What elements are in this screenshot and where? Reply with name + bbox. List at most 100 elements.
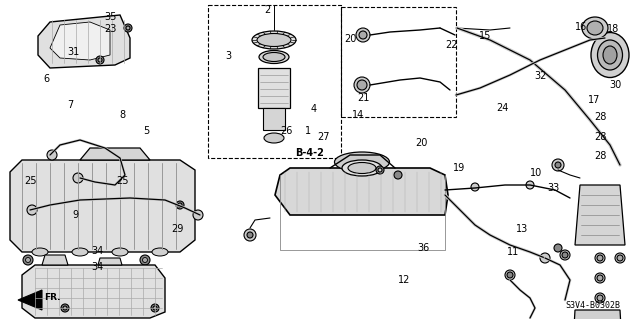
Text: 12: 12 xyxy=(398,275,411,285)
Ellipse shape xyxy=(112,248,128,256)
Circle shape xyxy=(617,255,623,261)
Text: 34: 34 xyxy=(91,262,104,272)
Text: 28: 28 xyxy=(594,112,607,122)
Circle shape xyxy=(244,229,256,241)
Text: 28: 28 xyxy=(594,131,607,142)
Ellipse shape xyxy=(603,46,617,64)
Text: 19: 19 xyxy=(453,163,466,174)
Ellipse shape xyxy=(257,33,291,47)
Circle shape xyxy=(595,253,605,263)
Text: 29: 29 xyxy=(172,224,184,234)
Polygon shape xyxy=(575,185,625,245)
Ellipse shape xyxy=(335,152,390,172)
Ellipse shape xyxy=(152,248,168,256)
Text: 32: 32 xyxy=(534,71,547,81)
Ellipse shape xyxy=(263,53,285,62)
Circle shape xyxy=(193,210,203,220)
Text: 8: 8 xyxy=(120,110,126,120)
Text: 13: 13 xyxy=(516,224,529,234)
Circle shape xyxy=(505,270,515,280)
Text: 1: 1 xyxy=(305,126,312,137)
Bar xyxy=(208,5,341,158)
Circle shape xyxy=(507,272,513,278)
Circle shape xyxy=(597,275,603,281)
Text: B-4-2: B-4-2 xyxy=(296,148,324,158)
Text: 10: 10 xyxy=(530,168,543,178)
Text: 28: 28 xyxy=(594,151,607,161)
Text: 24: 24 xyxy=(496,103,509,113)
Ellipse shape xyxy=(264,133,284,143)
Text: 30: 30 xyxy=(609,80,622,91)
Ellipse shape xyxy=(342,160,382,176)
Polygon shape xyxy=(42,255,68,265)
Circle shape xyxy=(96,56,104,64)
Ellipse shape xyxy=(591,33,629,78)
Text: 3: 3 xyxy=(225,51,232,61)
Circle shape xyxy=(124,24,132,32)
Ellipse shape xyxy=(587,21,603,35)
Text: FR.: FR. xyxy=(44,293,61,302)
Circle shape xyxy=(23,255,33,265)
Bar xyxy=(341,7,456,117)
Ellipse shape xyxy=(252,31,296,49)
Circle shape xyxy=(151,304,159,312)
Circle shape xyxy=(595,273,605,283)
Circle shape xyxy=(247,232,253,238)
Circle shape xyxy=(560,250,570,260)
Polygon shape xyxy=(263,108,285,130)
Polygon shape xyxy=(275,168,448,215)
Circle shape xyxy=(176,201,184,209)
Text: 5: 5 xyxy=(143,126,149,137)
Circle shape xyxy=(178,203,182,207)
Circle shape xyxy=(471,183,479,191)
Text: 25: 25 xyxy=(116,176,129,186)
Circle shape xyxy=(61,304,69,312)
Text: 31: 31 xyxy=(67,47,80,57)
Circle shape xyxy=(540,253,550,263)
Circle shape xyxy=(595,293,605,303)
Text: 15: 15 xyxy=(479,31,492,41)
Ellipse shape xyxy=(348,162,376,174)
Text: 2: 2 xyxy=(264,4,271,15)
Ellipse shape xyxy=(259,50,289,63)
Text: 16: 16 xyxy=(575,22,588,32)
Circle shape xyxy=(597,255,603,261)
Circle shape xyxy=(394,171,402,179)
Circle shape xyxy=(562,252,568,258)
Text: 17: 17 xyxy=(588,94,600,105)
Polygon shape xyxy=(18,290,42,310)
Text: 14: 14 xyxy=(352,110,365,121)
Circle shape xyxy=(354,77,370,93)
Text: 11: 11 xyxy=(507,247,520,257)
Ellipse shape xyxy=(582,17,608,39)
Polygon shape xyxy=(38,15,130,68)
Text: 23: 23 xyxy=(104,24,116,34)
Ellipse shape xyxy=(72,248,88,256)
Text: 20: 20 xyxy=(344,34,357,44)
Text: 26: 26 xyxy=(280,126,293,137)
Text: 7: 7 xyxy=(67,100,74,110)
Ellipse shape xyxy=(598,40,623,70)
Polygon shape xyxy=(258,68,290,108)
Text: 4: 4 xyxy=(310,104,317,114)
Polygon shape xyxy=(22,265,165,318)
Circle shape xyxy=(378,168,382,172)
Circle shape xyxy=(597,295,603,301)
Circle shape xyxy=(47,150,57,160)
Text: 27: 27 xyxy=(317,131,330,142)
Circle shape xyxy=(376,166,384,174)
Circle shape xyxy=(356,28,370,42)
Polygon shape xyxy=(98,258,122,265)
Circle shape xyxy=(73,173,83,183)
Text: 35: 35 xyxy=(104,11,116,22)
Ellipse shape xyxy=(32,248,48,256)
Circle shape xyxy=(526,181,534,189)
Circle shape xyxy=(140,255,150,265)
Polygon shape xyxy=(10,160,195,252)
Text: 22: 22 xyxy=(445,40,458,50)
Polygon shape xyxy=(573,310,622,319)
Text: 6: 6 xyxy=(43,74,49,84)
Text: 34: 34 xyxy=(91,246,104,256)
Text: 21: 21 xyxy=(357,93,370,103)
Circle shape xyxy=(359,31,367,39)
